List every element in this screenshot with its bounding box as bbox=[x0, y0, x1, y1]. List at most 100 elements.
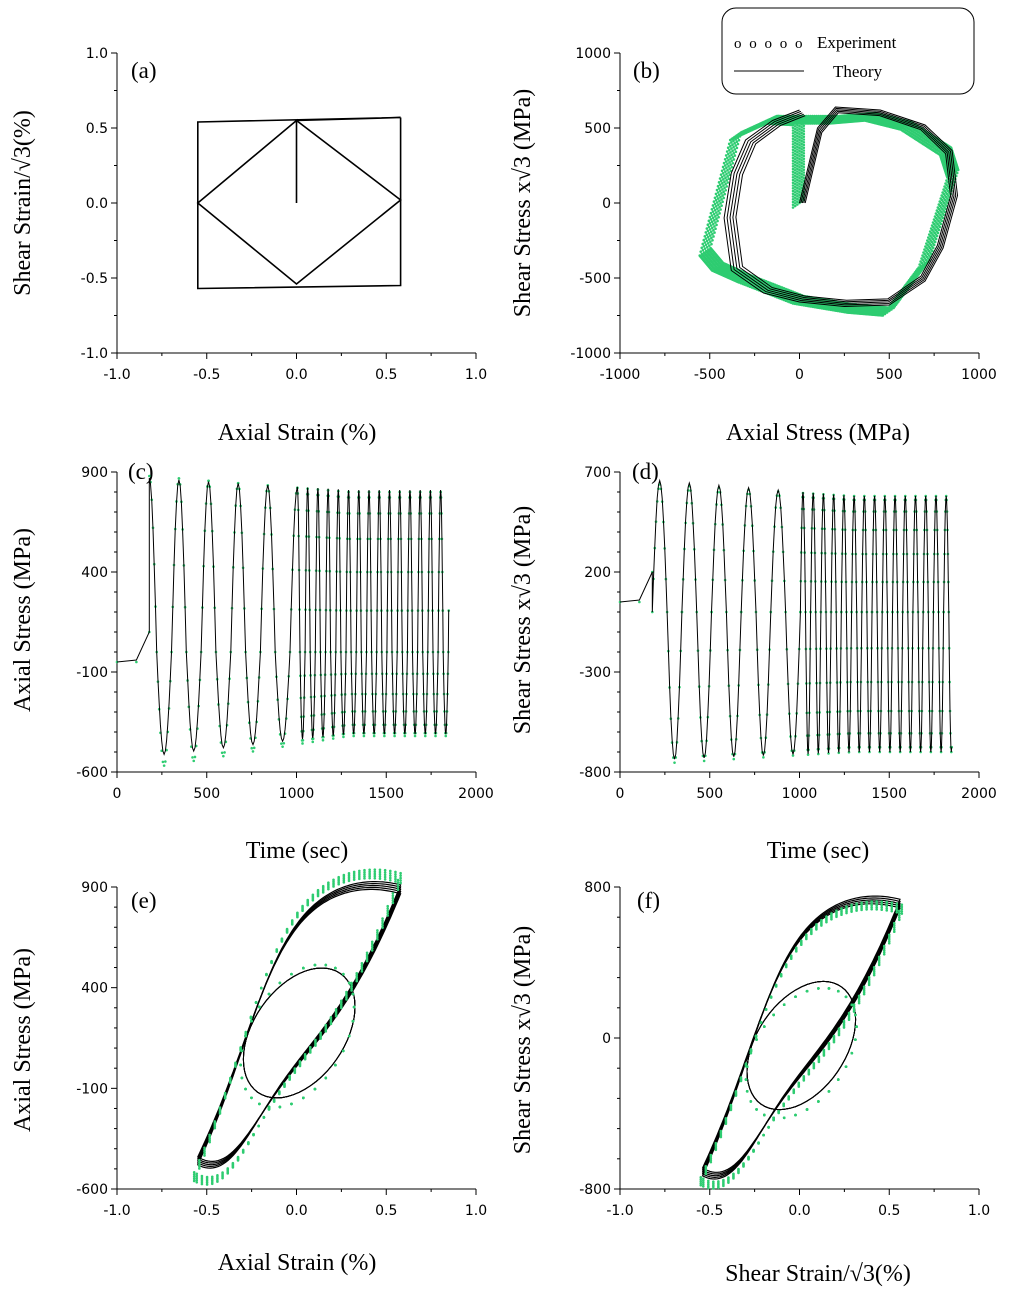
panel-d-x-tick-label: 2000 bbox=[961, 786, 997, 802]
panel-e-experiment-point bbox=[296, 915, 299, 919]
panel-b-experiment-point bbox=[711, 216, 715, 220]
panel-e-y-tick-label: -600 bbox=[76, 1182, 108, 1198]
panel-d-x-tick-label: 0 bbox=[616, 786, 625, 802]
panel-b-experiment-point bbox=[721, 181, 724, 185]
panel-b-experiment-point bbox=[708, 228, 712, 231]
panel-b-experiment-point bbox=[715, 211, 718, 214]
panel-c-y-tick-label: 400 bbox=[81, 565, 108, 581]
panel-c-ylabel: Axial Stress (MPa) bbox=[10, 528, 36, 712]
panel-b-x-tick-label: -1000 bbox=[600, 367, 641, 383]
panel-b-experiment-point bbox=[791, 167, 795, 171]
panel-e-experiment-point bbox=[399, 871, 402, 875]
panel-b-experiment-point bbox=[731, 149, 734, 153]
panel-b-experiment-point bbox=[802, 168, 806, 172]
panel-e-experiment-point bbox=[192, 1170, 196, 1174]
panel-e-experiment-point bbox=[314, 1044, 317, 1047]
panel-b-experiment-point bbox=[793, 204, 797, 208]
panel-f-x-tick-label: 0.5 bbox=[878, 1203, 900, 1219]
panel-b-experiment-point bbox=[702, 245, 706, 248]
panel-b-experiment-point bbox=[712, 218, 716, 222]
panel-d-y-tick-label: -800 bbox=[579, 765, 611, 781]
panel-b-experiment-point bbox=[706, 229, 710, 233]
panel-b-experiment-point bbox=[717, 193, 721, 197]
panel-b-experiment-point bbox=[726, 181, 730, 184]
panel-b-experiment-point bbox=[796, 161, 799, 165]
panel-b-experiment-point bbox=[791, 134, 795, 138]
panel-b-experiment-point bbox=[713, 196, 717, 200]
panel-b-experiment-point bbox=[800, 147, 803, 151]
panel-f-experiment-point bbox=[900, 907, 904, 911]
panel-b-experiment-point bbox=[800, 123, 803, 126]
panel-b-experiment-point bbox=[702, 238, 706, 242]
panel-b-experiment-point bbox=[791, 173, 795, 176]
panel-b-experiment-point bbox=[955, 171, 959, 175]
panel-b-experiment-point bbox=[711, 232, 714, 236]
panel-b-experiment-point bbox=[722, 190, 725, 194]
panel-c-experiment-point bbox=[164, 760, 167, 763]
panel-b-experiment-point bbox=[791, 197, 795, 201]
panel-b-experiment-point bbox=[730, 153, 733, 157]
panel-e-experiment-point bbox=[363, 877, 366, 880]
panel-d-experiment-point bbox=[702, 759, 706, 763]
panel-e-experiment-point bbox=[342, 1049, 345, 1053]
panel-a-ylabel: Shear Strain/√3(%) bbox=[10, 110, 36, 296]
panel-e-experiment-point bbox=[350, 989, 353, 992]
panel-a-y-tick-label: 0.5 bbox=[86, 121, 108, 137]
panel-e-experiment-point bbox=[334, 1014, 338, 1018]
panel-b-experiment-point bbox=[714, 215, 717, 218]
panel-a: (a) Axial Strain (%) Shear Strain/√3(%) … bbox=[10, 46, 487, 446]
panel-a-theory-line bbox=[196, 116, 402, 290]
panel-e-experiment-point bbox=[302, 1096, 305, 1100]
panel-e-experiment-point bbox=[386, 909, 390, 913]
panel-b-experiment-point bbox=[737, 138, 741, 142]
panel-b-x-tick-label: -500 bbox=[694, 367, 726, 383]
panel-b-experiment-point bbox=[793, 190, 797, 194]
panel-c-experiment-point bbox=[393, 734, 396, 738]
panel-e-experiment-point bbox=[210, 1175, 214, 1179]
panel-b-experiment-point bbox=[723, 186, 726, 190]
panel-b-experiment-point bbox=[936, 231, 940, 235]
panel-b-experiment-point bbox=[791, 186, 795, 190]
panel-b-experiment-point bbox=[717, 187, 721, 190]
panel-b-experiment-point bbox=[733, 148, 737, 151]
panel-e-theory-line bbox=[197, 884, 402, 1166]
panel-a-x-tick-label: 0.0 bbox=[285, 367, 307, 383]
panel-d-experiment-point bbox=[732, 757, 736, 761]
panel-d-experiment-point bbox=[638, 600, 641, 604]
panel-a-x-tick-label: -0.5 bbox=[193, 367, 220, 383]
panel-b-experiment-point bbox=[791, 192, 795, 196]
panel-e-experiment-point bbox=[267, 1105, 271, 1109]
panel-c-experiment-point bbox=[444, 734, 448, 738]
panel-b-experiment-point bbox=[796, 192, 799, 195]
panel-e-experiment-point bbox=[195, 1172, 199, 1176]
panel-b-experiment-point bbox=[798, 165, 801, 169]
panel-b-experiment-point bbox=[722, 184, 725, 187]
panel-b-experiment-point bbox=[712, 200, 716, 203]
panel-b-experiment-point bbox=[798, 152, 801, 155]
panel-c-experiment-point bbox=[342, 735, 345, 739]
panel-c-xlabel: Time (sec) bbox=[246, 838, 348, 864]
panel-b-experiment-point bbox=[733, 141, 736, 145]
panel-b-experiment-point bbox=[793, 141, 797, 145]
panel-b-y-tick-label: 1000 bbox=[575, 46, 611, 62]
panel-b-experiment-point bbox=[728, 148, 731, 152]
panel-e-experiment-point bbox=[391, 901, 395, 905]
panel-f-y-tick-label: 0 bbox=[602, 1031, 611, 1047]
panel-e-experiment-point bbox=[290, 972, 293, 976]
panel-b-experiment-point bbox=[730, 141, 733, 144]
panel-b-experiment-point bbox=[938, 225, 942, 229]
panel-e-x-tick-label: 0.0 bbox=[285, 1203, 307, 1219]
panel-b-experiment-point bbox=[699, 250, 703, 253]
panel-e-experiment-point bbox=[394, 877, 397, 881]
panel-b-experiment-point bbox=[800, 175, 803, 179]
panel-e-experiment-point bbox=[399, 881, 402, 885]
panel-f-xlabel: Shear Strain/√3(%) bbox=[725, 1261, 911, 1287]
panel-b-experiment-point bbox=[798, 171, 801, 175]
panel-e-experiment-point bbox=[376, 937, 379, 941]
panel-c-experiment-point bbox=[372, 734, 376, 738]
panel-e-experiment-point bbox=[386, 904, 390, 908]
panel-b-experiment-point bbox=[725, 150, 729, 153]
panel-b-x-tick-label: 1000 bbox=[961, 367, 997, 383]
panel-b-experiment-point bbox=[720, 198, 723, 201]
